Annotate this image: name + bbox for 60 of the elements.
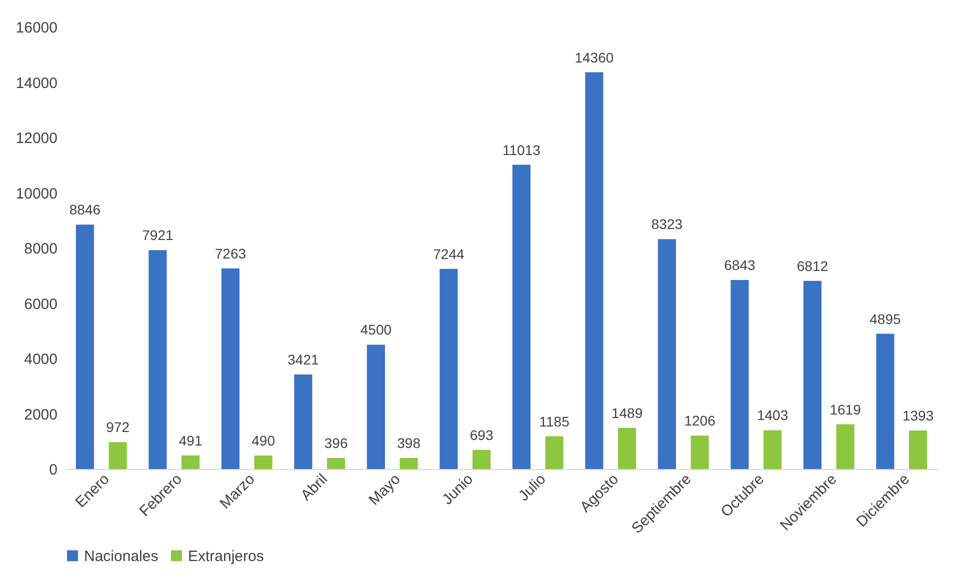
bar [472, 450, 491, 469]
bar [294, 374, 312, 469]
data-label: 693 [470, 426, 494, 443]
bar [876, 334, 894, 469]
bar [512, 164, 530, 469]
bar [585, 72, 604, 469]
data-label: 491 [178, 432, 202, 448]
bar [221, 268, 240, 469]
y-tick-label: 2000 [24, 406, 58, 424]
data-label: 972 [106, 419, 130, 436]
data-label: 6843 [724, 256, 756, 273]
data-label: 7921 [142, 227, 174, 244]
y-tick-label: 0 [49, 462, 58, 478]
bar [440, 268, 458, 469]
y-tick-label: 6000 [24, 296, 58, 313]
bar [254, 455, 272, 469]
bar [803, 280, 822, 469]
bar [108, 442, 127, 469]
data-label: 8846 [69, 202, 101, 218]
data-label: 7244 [433, 246, 464, 262]
bar [909, 430, 928, 469]
data-label: 11013 [502, 142, 541, 158]
data-label: 7263 [214, 245, 246, 262]
data-label: 1489 [611, 404, 643, 421]
data-label: 4895 [870, 310, 901, 327]
data-label: 1619 [830, 401, 862, 418]
legend-label: Extranjeros [188, 548, 264, 565]
bar [148, 250, 167, 469]
bar [730, 280, 749, 469]
legend-label: Nacionales [84, 548, 158, 565]
data-label: 1393 [902, 408, 934, 424]
y-tick-label: 16000 [16, 20, 58, 36]
bar [658, 239, 676, 469]
data-label: 14360 [574, 49, 614, 66]
data-label: 1403 [756, 407, 788, 424]
data-label: 490 [252, 432, 276, 448]
data-label: 398 [397, 435, 421, 452]
x-tick-label: Julio [515, 470, 550, 505]
bar [545, 436, 564, 469]
data-label: 6812 [796, 258, 828, 274]
y-tick-label: 10000 [16, 185, 58, 202]
data-label: 1185 [539, 413, 570, 430]
bar [836, 424, 854, 469]
bar [618, 428, 636, 469]
y-tick-label: 8000 [24, 240, 58, 258]
data-label: 1206 [684, 412, 716, 429]
data-label: 396 [324, 435, 348, 452]
data-label: 3421 [288, 351, 319, 368]
data-label: 8323 [651, 216, 683, 232]
y-tick-label: 12000 [16, 130, 58, 147]
y-tick-label: 4000 [24, 351, 58, 368]
bar [76, 224, 94, 469]
bar [366, 344, 385, 469]
bar [400, 458, 418, 469]
data-label: 4500 [360, 322, 392, 338]
bar [764, 430, 782, 469]
bar [327, 458, 346, 469]
bar [690, 436, 709, 469]
bar [182, 455, 200, 469]
y-tick-label: 14000 [16, 74, 58, 92]
